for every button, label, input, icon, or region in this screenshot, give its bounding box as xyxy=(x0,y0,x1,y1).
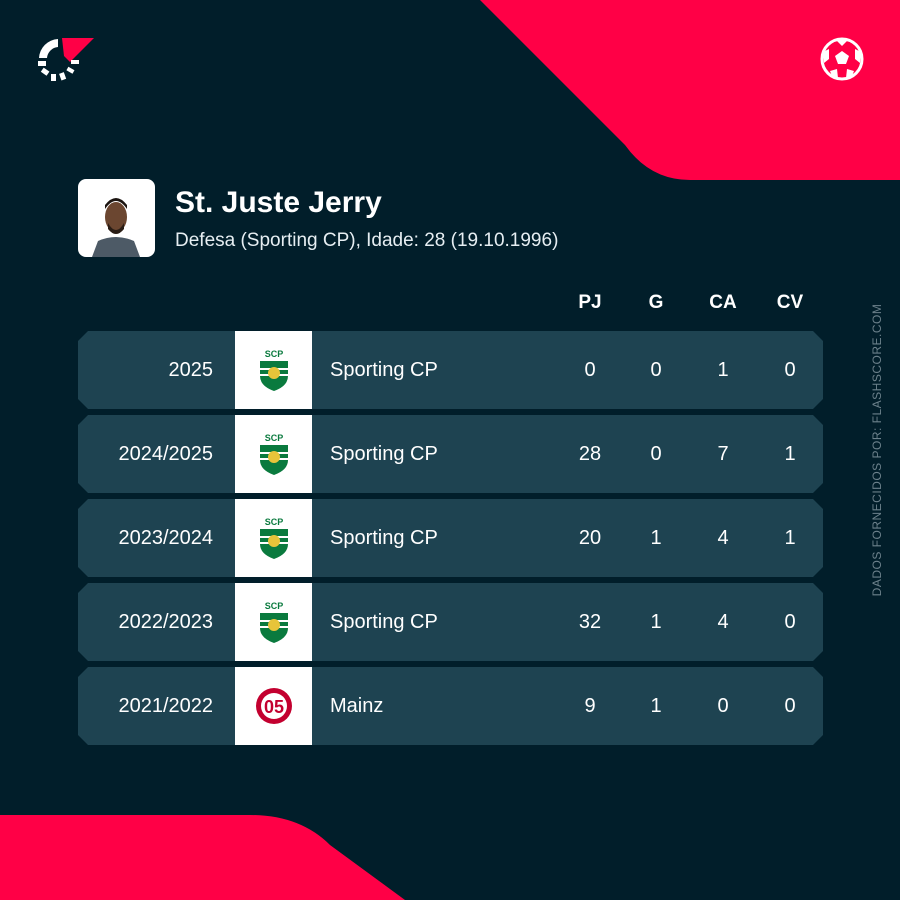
cell-cv: 1 xyxy=(784,443,796,465)
cell-g: 0 xyxy=(650,359,662,381)
data-credit: DADOS FORNECIDOS POR: FLASHSCORE.COM xyxy=(870,303,884,597)
player-details: Defesa (Sporting CP), Idade: 28 (19.10.1… xyxy=(175,230,559,251)
team-name[interactable]: Sporting CP xyxy=(330,359,438,381)
season: 2022/2023 xyxy=(118,611,213,633)
season: 2024/2025 xyxy=(118,443,213,465)
player-avatar xyxy=(92,198,140,257)
cell-pj: 28 xyxy=(578,443,602,465)
svg-text:05: 05 xyxy=(263,697,283,717)
cell-cv: 0 xyxy=(784,695,796,717)
cell-pj: 20 xyxy=(578,527,602,549)
cell-g: 1 xyxy=(650,611,662,633)
player-photo xyxy=(78,179,155,257)
svg-text:SCP: SCP xyxy=(264,517,283,527)
svg-text:SCP: SCP xyxy=(264,601,283,611)
sporting-cp-crest-icon: SCP xyxy=(259,601,288,643)
table-row[interactable]: 2022/2023 SCP Sporting CP 32 1 4 0 xyxy=(78,583,823,661)
cell-ca: 1 xyxy=(717,359,729,381)
cell-cv: 0 xyxy=(784,611,796,633)
header-g: G xyxy=(648,292,664,313)
bottom-left-shape xyxy=(0,815,405,900)
cell-cv: 0 xyxy=(784,359,796,381)
season: 2025 xyxy=(168,359,214,381)
team-crest: SCP xyxy=(235,415,312,493)
team-name[interactable]: Sporting CP xyxy=(330,443,438,465)
cell-g: 1 xyxy=(650,695,662,717)
cell-ca: 7 xyxy=(717,443,729,465)
cell-g: 1 xyxy=(650,527,662,549)
season: 2023/2024 xyxy=(118,527,213,549)
sporting-cp-crest-icon: SCP xyxy=(259,517,288,559)
sporting-cp-crest-icon: SCP xyxy=(259,349,288,391)
team-crest: SCP xyxy=(235,583,312,661)
team-name[interactable]: Sporting CP xyxy=(330,527,438,549)
football-icon xyxy=(820,37,864,81)
svg-text:SCP: SCP xyxy=(264,349,283,359)
table-row[interactable]: 2021/2022 05 Mainz 9 1 0 0 xyxy=(78,667,823,745)
player-name: St. Juste Jerry xyxy=(175,186,382,219)
cell-g: 0 xyxy=(650,443,662,465)
table-row[interactable]: 2025 SCP Sporting CP 0 0 1 0 xyxy=(78,331,823,409)
cell-ca: 4 xyxy=(717,611,729,633)
season: 2021/2022 xyxy=(118,695,213,717)
mainz-crest-icon: 05 xyxy=(255,688,292,724)
cell-cv: 1 xyxy=(784,527,796,549)
cell-pj: 32 xyxy=(578,611,602,633)
team-crest: 05 xyxy=(235,667,312,745)
cell-ca: 0 xyxy=(717,695,729,717)
table-row[interactable]: 2024/2025 SCP Sporting CP 28 0 7 1 xyxy=(78,415,823,493)
sporting-cp-crest-icon: SCP xyxy=(259,433,288,475)
cell-pj: 0 xyxy=(584,359,596,381)
header-cv: CV xyxy=(776,292,804,313)
cell-pj: 9 xyxy=(584,695,596,717)
team-name[interactable]: Sporting CP xyxy=(330,611,438,633)
team-name[interactable]: Mainz xyxy=(330,695,384,717)
header-ca: CA xyxy=(709,292,737,313)
team-crest: SCP xyxy=(235,499,312,577)
table-row[interactable]: 2023/2024 SCP Sporting CP 20 1 4 1 xyxy=(78,499,823,577)
cell-ca: 4 xyxy=(717,527,729,549)
top-right-shape xyxy=(480,0,900,180)
team-crest: SCP xyxy=(235,331,312,409)
flashscore-logo-icon xyxy=(38,38,94,81)
svg-text:SCP: SCP xyxy=(264,433,283,443)
header-pj: PJ xyxy=(578,292,602,313)
